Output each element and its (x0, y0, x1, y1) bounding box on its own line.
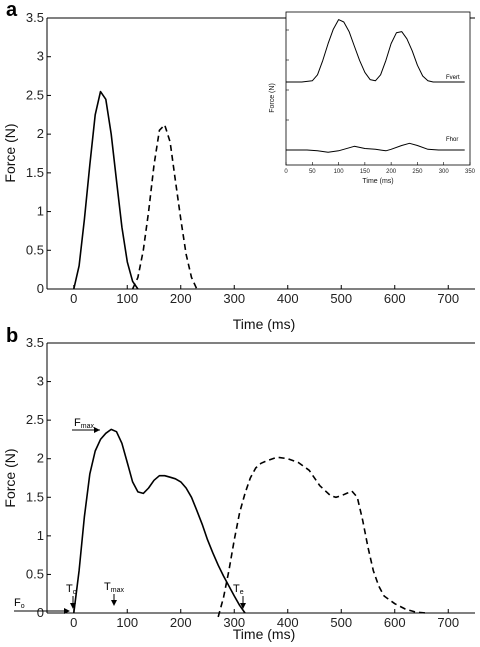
inset-xtick-label: 300 (439, 169, 450, 175)
panel-b-xtick-label: 500 (330, 615, 352, 630)
panel-b-ytick-label: 2 (37, 451, 44, 466)
annotation-to: To (66, 583, 77, 609)
inset-series-label-fvert: Fvert (446, 75, 460, 81)
annotation-fmax: Fmax (72, 417, 100, 433)
panel-a-xtick-label: 400 (277, 291, 299, 306)
inset-series-fhor-line (286, 142, 465, 153)
panel-a-ytick-label: 0.5 (26, 242, 44, 257)
svg-text:Tmax: Tmax (104, 581, 124, 594)
annotation-fo: Fo (14, 597, 70, 614)
panel-a-xtick-label: 600 (384, 291, 406, 306)
svg-text:Fmax: Fmax (74, 417, 94, 430)
panel-b-label: b (6, 325, 18, 347)
panel-a-xtick-label: 700 (437, 291, 459, 306)
svg-text:To: To (66, 583, 77, 596)
panel-b-xlabel: Time (ms) (233, 626, 295, 642)
inset-frame (285, 11, 471, 166)
panel-a-xtick-label: 0 (70, 291, 77, 306)
panel-b-series-dashed-line (217, 456, 427, 618)
inset-xtick-label: 350 (465, 169, 476, 175)
panel-a-xtick-label: 500 (330, 291, 352, 306)
inset-xtick-label: 100 (334, 169, 345, 175)
panel-b-ytick-label: 0.5 (26, 566, 44, 581)
panel-a-ytick-label: 3 (37, 49, 44, 64)
annotation-te: Te (233, 583, 246, 609)
panel-a-label: a (6, 0, 18, 21)
panel-a-series-dashed-line (131, 124, 198, 290)
panel-a-ytick-label: 1 (37, 204, 44, 219)
panel-b-series-solid-line (73, 428, 246, 614)
panel-b-xtick-label: 0 (70, 615, 77, 630)
panel-b-ytick-label: 3.5 (26, 335, 44, 350)
panel-a-xtick-label: 200 (170, 291, 192, 306)
panel-a-xtick-label: 100 (116, 291, 138, 306)
panel-a-xtick-label: 300 (223, 291, 245, 306)
panel-b-xtick-label: 100 (116, 615, 138, 630)
inset-ylabel: Force (N) (269, 83, 276, 113)
inset-xtick-label: 50 (309, 169, 316, 175)
panel-b-xtick-label: 400 (277, 615, 299, 630)
panel-a: 00.511.522.533.50 100 200 300 400 500 600 700 (26, 10, 475, 306)
inset-xtick-label: 250 (412, 169, 423, 175)
svg-text:Fo: Fo (14, 597, 25, 610)
panel-b-xtick-label: 300 (223, 615, 245, 630)
panel-b-ytick-label: 0 (37, 605, 44, 620)
panel-a-xlabel: Time (ms) (233, 316, 295, 332)
panel-a-ytick-label: 2.5 (26, 87, 44, 102)
inset-xtick-label: 150 (360, 169, 371, 175)
panel-b-ytick-label: 1 (37, 528, 44, 543)
panel-b-ytick-label: 2.5 (26, 412, 44, 427)
inset-xtick-label: 0 (284, 169, 288, 175)
panel-a-ytick-label: 3.5 (26, 10, 44, 25)
panel-b-ytick-label: 1.5 (26, 489, 44, 504)
annotation-tmax: Tmax (104, 581, 124, 606)
panel-b-xtick-label: 700 (437, 615, 459, 630)
inset-plot: 0 50 100 150 200 250 300 350 (284, 11, 476, 175)
panel-b-xtick-label: 200 (170, 615, 192, 630)
panel-a-ylabel: Force (N) (2, 123, 18, 182)
panel-b-ytick-label: 3 (37, 374, 44, 389)
panel-a-ytick-label: 1.5 (26, 165, 44, 180)
svg-text:Te: Te (233, 583, 244, 596)
panel-b: 0 0.5 1 1.5 2 2.5 3 3.5 0 100 200 300 400 500 600 700 (26, 335, 475, 630)
inset-series-fvert-line (286, 19, 465, 83)
panel-b-ylabel: Force (N) (2, 448, 18, 507)
inset-xtick-label: 200 (386, 169, 397, 175)
inset-series-label-fhor: Fhor (446, 137, 458, 143)
panel-a-series-solid-line (73, 90, 139, 290)
panel-a-ytick-label: 2 (37, 126, 44, 141)
inset-xlabel: Time (ms) (362, 178, 393, 185)
panel-b-xtick-label: 600 (384, 615, 406, 630)
panel-a-ytick-label: 0 (37, 281, 44, 296)
